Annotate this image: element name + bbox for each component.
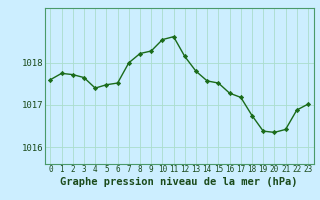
X-axis label: Graphe pression niveau de la mer (hPa): Graphe pression niveau de la mer (hPa) [60, 177, 298, 187]
